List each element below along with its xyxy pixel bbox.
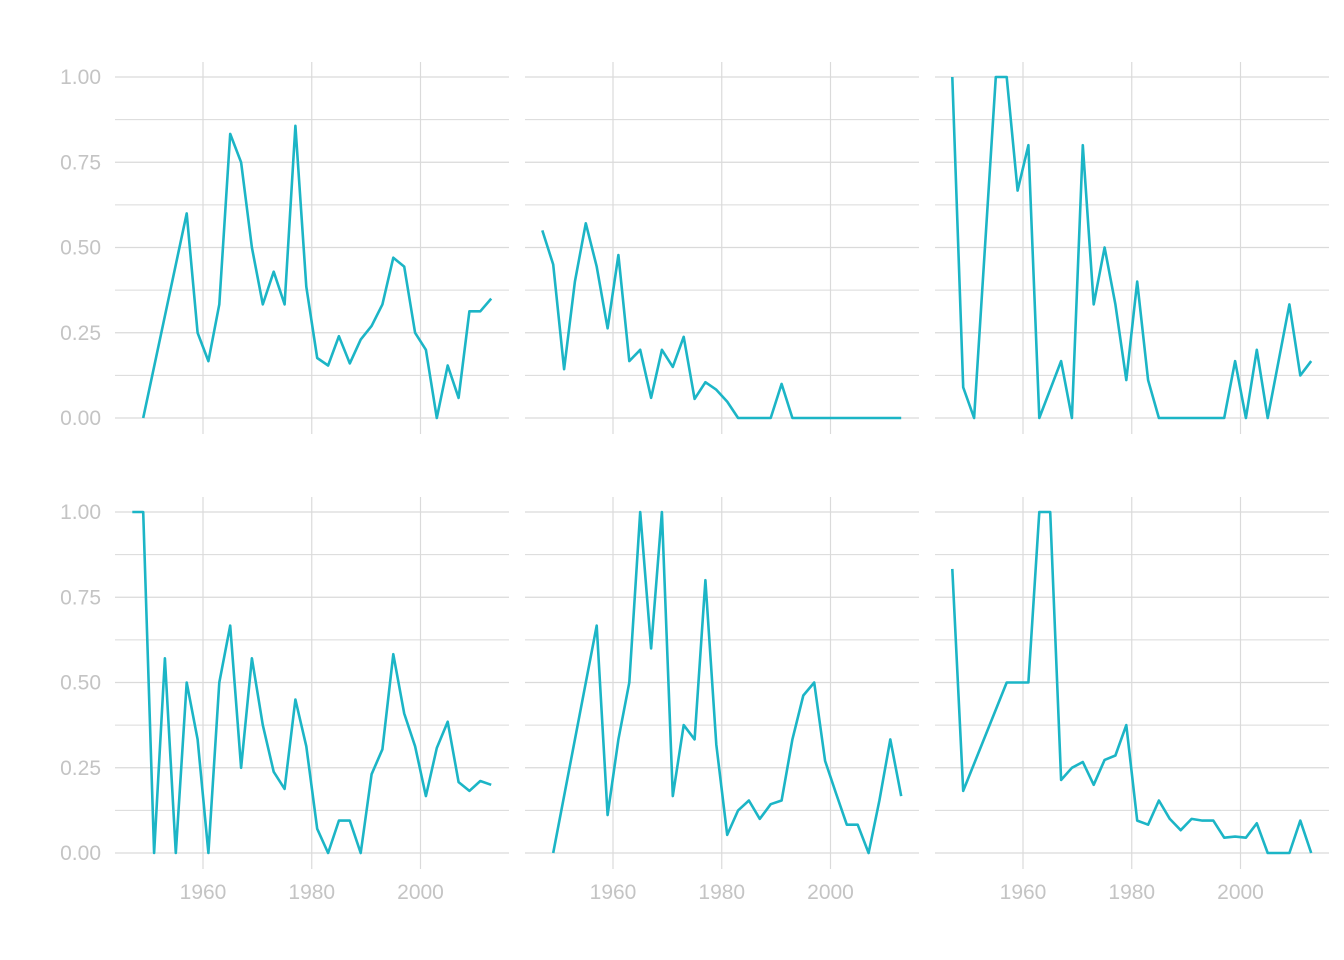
x-tick-label: 1980 <box>288 881 335 904</box>
x-tick-label: 2000 <box>1217 881 1264 904</box>
y-tick-label: 0.50 <box>60 672 101 695</box>
y-tick-label: 0.25 <box>60 757 101 780</box>
y-tick-label: 0.00 <box>60 842 101 865</box>
y-tick-label: 0.75 <box>60 586 101 609</box>
x-tick-label: 1960 <box>590 881 637 904</box>
panel-3 <box>935 62 1329 434</box>
y-tick-label: 0.25 <box>60 322 101 345</box>
series-line <box>132 510 492 855</box>
series-line <box>951 510 1313 855</box>
y-tick-label: 0.00 <box>60 407 101 430</box>
series-line <box>541 222 902 420</box>
x-tick-label: 2000 <box>397 881 444 904</box>
x-tick-label: 2000 <box>807 881 854 904</box>
x-tick-label: 1960 <box>1000 881 1047 904</box>
panel-2 <box>525 62 919 434</box>
x-tick-label: 1980 <box>1108 881 1155 904</box>
y-tick-label: 1.00 <box>60 501 101 524</box>
series-line <box>951 75 1313 420</box>
x-tick-label: 1980 <box>698 881 745 904</box>
y-tick-label: 0.50 <box>60 237 101 260</box>
x-tick-label: 1960 <box>180 881 227 904</box>
panel-4: 0.00 0.25 0.50 0.75 1.00 1960 1980 2000 <box>60 497 509 904</box>
y-tick-label: 1.00 <box>60 66 101 89</box>
series-line <box>141 124 493 420</box>
panel-5: 1960 1980 2000 <box>525 497 919 904</box>
panel-1: 0.00 0.25 0.50 0.75 1.00 <box>60 62 509 434</box>
panel-6: 1960 1980 2000 <box>935 497 1329 904</box>
y-tick-label: 0.75 <box>60 151 101 174</box>
series-line <box>551 510 903 855</box>
